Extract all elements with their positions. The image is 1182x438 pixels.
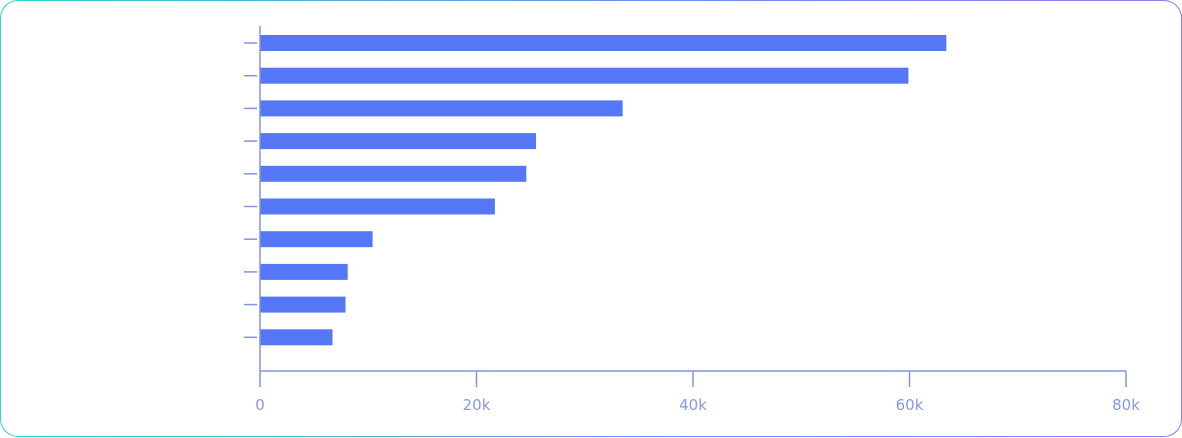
bars-group xyxy=(260,35,947,346)
bar xyxy=(260,198,495,215)
x-tick-label: 40k xyxy=(679,396,707,414)
bar xyxy=(260,296,346,313)
bar xyxy=(260,231,373,248)
bar xyxy=(260,100,623,117)
bar xyxy=(260,133,537,150)
bar xyxy=(260,165,527,182)
x-tick-label: 80k xyxy=(1112,396,1140,414)
x-tick-label: 20k xyxy=(463,396,491,414)
bar xyxy=(260,329,333,346)
x-tick-label: 60k xyxy=(896,396,924,414)
bar xyxy=(260,67,909,84)
bar xyxy=(260,263,348,280)
bar xyxy=(260,35,947,51)
x-ticks-group: 0 20k 40k 60k 80k xyxy=(255,371,1140,414)
x-tick-label: 0 xyxy=(255,396,265,414)
